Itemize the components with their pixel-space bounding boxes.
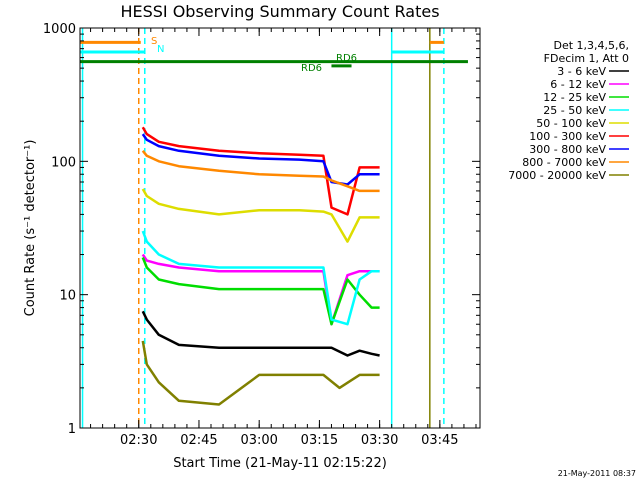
annotation-label: N [157, 44, 164, 55]
legend-entry-label: 6 - 12 keV [550, 78, 606, 91]
y-tick-label: 10 [59, 289, 76, 304]
legend-entry-label: 50 - 100 keV [536, 117, 606, 130]
legend-header: FDecim 1, Att 0 [544, 52, 629, 65]
chart-marks: SN RD6 RD6 [80, 28, 468, 428]
legend-entry-label: 3 - 6 keV [557, 65, 606, 78]
annotation-label: S [151, 36, 157, 47]
legend-entry-label: 800 - 7000 keV [522, 156, 606, 169]
series-line [141, 188, 380, 243]
x-tick-label: 03:15 [301, 433, 338, 448]
legend-header: Det 1,3,4,5,6, [553, 39, 629, 52]
y-tick-label: 1000 [43, 22, 76, 37]
legend-entry-label: 7000 - 20000 keV [508, 169, 606, 182]
axis-ticks: 02:30 02:45 03:00 03:15 03:30 03:45 1 10 100 1000 [43, 22, 480, 448]
series-line [141, 230, 380, 326]
x-tick-label: 02:30 [120, 433, 157, 448]
series-line [141, 257, 380, 326]
legend: Det 1,3,4,5,6,FDecim 1, Att 03 - 6 keV6 … [508, 39, 629, 182]
series-line [141, 340, 380, 406]
annotation-label: RD6 [301, 63, 322, 74]
x-tick-label: 03:45 [421, 433, 458, 448]
series-line [141, 126, 380, 216]
y-tick-label: 1 [68, 422, 76, 437]
legend-entry-label: 100 - 300 keV [529, 130, 606, 143]
timestamp: 21-May-2011 08:37 [558, 469, 636, 478]
x-tick-label: 03:30 [361, 433, 398, 448]
x-axis-label: Start Time (21-May-11 02:15:22) [173, 456, 387, 471]
series-line [141, 253, 380, 326]
series-line [141, 133, 380, 186]
annotation-label: RD6 [336, 53, 357, 64]
x-tick-label: 02:45 [180, 433, 217, 448]
legend-entry-label: 12 - 25 keV [543, 91, 606, 104]
y-axis-label: Count Rate (s⁻¹ detector⁻¹) [23, 140, 38, 317]
series-line [141, 310, 380, 357]
x-tick-label: 03:00 [240, 433, 277, 448]
series-line [141, 150, 380, 193]
y-tick-label: 100 [51, 155, 76, 170]
legend-entry-label: 25 - 50 keV [543, 104, 606, 117]
plot-frame [79, 27, 481, 429]
legend-entry-label: 300 - 800 keV [529, 143, 606, 156]
chart-title: HESSI Observing Summary Count Rates [120, 2, 439, 21]
